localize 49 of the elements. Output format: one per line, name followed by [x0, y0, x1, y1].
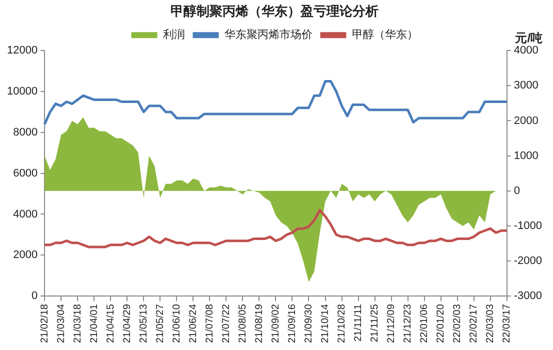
- x-tick-label: 21/03/18: [72, 304, 84, 344]
- x-tick-label: 21/09/30: [303, 304, 314, 344]
- x-tick-label: 21/11/11: [353, 304, 364, 342]
- x-tick-label: 21/06/10: [171, 304, 182, 344]
- y2-tick-label: -2000: [514, 255, 542, 268]
- x-tick-label: 21/04/01: [88, 304, 100, 344]
- x-tick-label: 21/05/27: [154, 304, 166, 344]
- y2-tick-label: 3000: [514, 80, 538, 92]
- x-tick-label: 21/08/05: [237, 304, 248, 344]
- x-tick-label: 21/05/13: [138, 304, 150, 344]
- x-tick-label: 21/10/14: [320, 304, 332, 344]
- legend-label: 甲醇（华东）: [352, 28, 418, 42]
- y2-tick-label: 2000: [514, 114, 538, 127]
- y2-tick-label: 0: [514, 184, 520, 197]
- y-tick-label: 10000: [6, 86, 38, 98]
- legend-label: 华东聚丙烯市场价: [224, 28, 312, 42]
- x-tick-label: 21/07/22: [220, 304, 232, 344]
- y-tick-label: 6000: [13, 167, 38, 180]
- x-tick-label: 22/01/20: [436, 304, 447, 344]
- x-tick-label: 21/09/02: [270, 304, 282, 344]
- y-tick-label: 0: [31, 290, 38, 302]
- x-tick-label: 21/04/15: [105, 304, 116, 344]
- y2-tick-label: 1000: [514, 150, 538, 162]
- y-tick-label: 2000: [13, 249, 38, 262]
- y2-tick-label: -1000: [514, 220, 542, 232]
- x-tick-label: 21/04/29: [122, 304, 133, 344]
- x-tick-label: 22/01/06: [419, 304, 430, 344]
- legend-label: 利润: [162, 28, 185, 42]
- x-tick-label: 22/02/17: [468, 304, 480, 344]
- y-tick-label: 12000: [6, 44, 38, 57]
- x-tick-label: 21/08/19: [254, 304, 265, 344]
- x-tick-label: 21/12/09: [386, 304, 398, 344]
- y2-axis-title: 元/吨: [514, 30, 543, 45]
- x-tick-label: 21/07/08: [204, 304, 216, 344]
- x-tick-label: 22/03/03: [485, 304, 496, 344]
- y2-tick-label: -3000: [514, 290, 542, 302]
- y-tick-label: 4000: [13, 208, 38, 220]
- x-tick-label: 21/02/18: [39, 304, 50, 344]
- x-tick-label: 21/03/04: [56, 304, 67, 344]
- x-tick-label: 21/09/16: [286, 304, 298, 344]
- chart-title: 甲醇制聚丙烯（华东）盈亏理论分析: [170, 3, 378, 18]
- x-tick-label: 21/06/24: [188, 304, 199, 344]
- x-tick-label: 21/12/23: [402, 304, 414, 344]
- x-tick-label: 22/03/17: [502, 304, 513, 344]
- x-tick-label: 22/02/03: [452, 304, 464, 344]
- x-tick-label: 21/11/25: [370, 304, 381, 342]
- y-tick-label: 8000: [13, 126, 38, 138]
- x-tick-label: 21/10/28: [336, 304, 348, 344]
- y2-tick-label: 4000: [514, 44, 538, 57]
